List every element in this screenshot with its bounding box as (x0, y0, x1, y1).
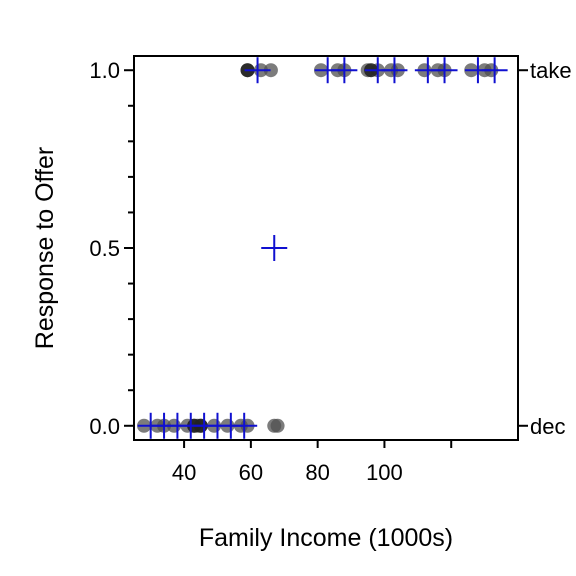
data-point (270, 418, 285, 433)
data-point (263, 63, 278, 78)
x-tick-label: 80 (305, 460, 329, 485)
x-axis-title: Family Income (1000s) (199, 524, 453, 552)
x-tick-label: 60 (239, 460, 263, 485)
right-tick-label: dec (530, 414, 565, 439)
y-tick-label: 0.0 (89, 414, 120, 439)
data-points (137, 63, 499, 433)
right-axis: take dec (518, 58, 572, 439)
x-axis: 40 60 80 100 (172, 440, 453, 485)
plot-frame (133, 55, 519, 441)
x-tick-label: 40 (172, 460, 196, 485)
y-tick-label: 0.5 (89, 236, 120, 261)
y-axis-title: Response to Offer (31, 147, 59, 349)
y-axis: 0.0 0.5 1.0 (89, 58, 134, 439)
right-tick-label: take (530, 58, 572, 83)
plus-marker (381, 57, 408, 84)
plus-marker (261, 235, 288, 261)
x-tick-label: 100 (366, 460, 403, 485)
plus-marker (481, 57, 508, 84)
plus-marker (231, 412, 258, 439)
plus-marker (244, 57, 271, 84)
group-markers (137, 57, 508, 439)
y-tick-label: 1.0 (89, 58, 120, 83)
plus-marker (331, 57, 358, 84)
plus-marker (431, 57, 458, 84)
